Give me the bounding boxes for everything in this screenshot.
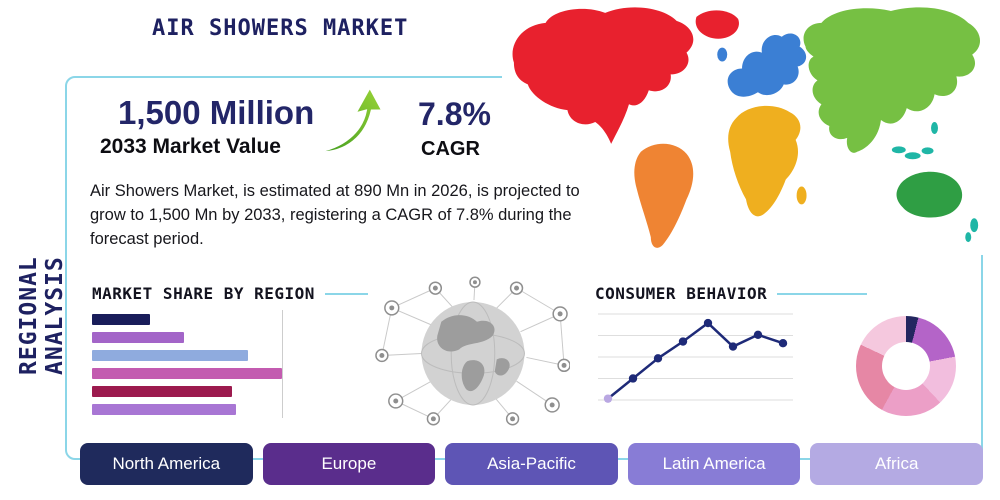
line-marker (653, 354, 663, 363)
market-share-title: MARKET SHARE BY REGION (92, 284, 315, 303)
heading-rule (324, 292, 368, 295)
bar-segment (92, 386, 232, 397)
side-label: REGIONAL ANALYSIS (16, 256, 68, 375)
market-share-bar-chart (92, 310, 292, 418)
line-marker (778, 339, 788, 348)
region-button-africa[interactable]: Africa (810, 443, 983, 485)
map-north-america (512, 7, 694, 144)
bar-chart-gridline (282, 310, 283, 418)
cagr-value: 7.8% (418, 96, 491, 132)
line-marker (628, 374, 638, 383)
line-marker (753, 330, 763, 339)
heading-rule (777, 292, 867, 295)
map-europe (727, 33, 807, 97)
world-map-graphic (502, 0, 998, 255)
region-button-latin-america[interactable]: Latin America (627, 443, 801, 485)
consumer-behavior-line-chart (598, 313, 793, 403)
line-marker (678, 337, 688, 346)
line-marker (728, 342, 738, 351)
growth-arrow-icon (314, 85, 384, 154)
bar-segment (92, 314, 150, 325)
map-south-america (634, 143, 694, 248)
region-button-asia-pacific[interactable]: Asia-Pacific (445, 443, 618, 485)
globe-network-graphic (375, 276, 570, 426)
line-marker (703, 318, 713, 328)
market-value: 1,500 Million (118, 94, 315, 131)
market-share-heading: MARKET SHARE BY REGION (92, 284, 368, 303)
bar-group (92, 314, 292, 415)
map-africa (728, 105, 801, 217)
bar-segment (92, 368, 282, 379)
network-node-dots (379, 280, 567, 422)
bar-segment (92, 404, 236, 415)
consumer-behavior-heading: CONSUMER BEHAVIOR (595, 284, 867, 303)
consumer-behavior-title: CONSUMER BEHAVIOR (595, 284, 768, 303)
map-greenland (695, 10, 739, 39)
market-value-caption: 2033 Market Value (100, 135, 281, 158)
bar-segment (92, 350, 248, 361)
map-madagascar (796, 186, 807, 205)
bar-segment (92, 332, 184, 343)
region-button-north-america[interactable]: North America (80, 443, 253, 485)
market-share-donut-chart (856, 316, 956, 416)
globe-continents (437, 315, 510, 392)
description-text: Air Showers Market, is estimated at 890 … (90, 182, 580, 248)
region-button-europe[interactable]: Europe (262, 443, 436, 485)
map-uk (717, 47, 728, 62)
region-buttons: North America Europe Asia-Pacific Latin Ame… (80, 443, 983, 485)
line-marker (603, 394, 613, 403)
cagr-caption: CAGR (421, 138, 480, 160)
map-japan (960, 54, 973, 75)
map-asia (803, 7, 981, 153)
page-title: AIR SHOWERS MARKET (152, 16, 409, 41)
map-australia (896, 171, 963, 218)
map-islands (891, 122, 979, 243)
